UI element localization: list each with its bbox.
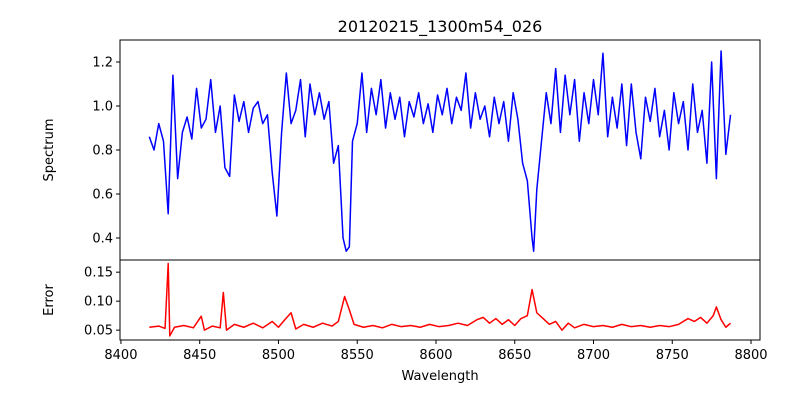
spectrum-series-line <box>148 50 732 252</box>
spectrum-axes-frame <box>119 39 761 261</box>
error-axes-frame <box>119 259 761 341</box>
x-axis-label: Wavelength <box>401 369 478 384</box>
error-y-tick-label: 0.05 <box>84 324 113 339</box>
top-y-axis-label: Spectrum <box>42 119 57 182</box>
spectrum-y-tick-label: 0.6 <box>92 188 113 203</box>
x-tick-label: 8650 <box>498 348 531 363</box>
x-tick-label: 8450 <box>183 348 216 363</box>
spectrum-y-tick-label: 0.4 <box>92 232 113 247</box>
x-tick-label: 8700 <box>577 348 610 363</box>
spectrum-panel: 0.4 0.6 0.8 1.0 1.2 <box>92 39 761 261</box>
error-panel: 0.05 0.10 0.15 8400 8450 8500 8550 8600 8650 8700… <box>84 259 768 363</box>
bottom-y-axis-label: Error <box>42 284 57 316</box>
spectrum-y-tick-label: 0.8 <box>92 144 113 159</box>
x-tick-label: 8600 <box>419 348 452 363</box>
error-y-tick-label: 0.10 <box>84 295 113 310</box>
spectrum-y-tick-label: 1.0 <box>92 100 113 115</box>
x-tick-label: 8750 <box>656 348 689 363</box>
x-tick-label: 8500 <box>262 348 295 363</box>
x-tick-label: 8550 <box>341 348 374 363</box>
error-y-tick-label: 0.15 <box>84 266 113 281</box>
x-tick-label: 8400 <box>104 348 137 363</box>
error-series-line <box>149 262 732 337</box>
spectrum-y-tick-label: 1.2 <box>92 56 113 71</box>
chart-title: 20120215_1300m54_026 <box>338 17 543 37</box>
x-tick-label: 8800 <box>734 348 767 363</box>
